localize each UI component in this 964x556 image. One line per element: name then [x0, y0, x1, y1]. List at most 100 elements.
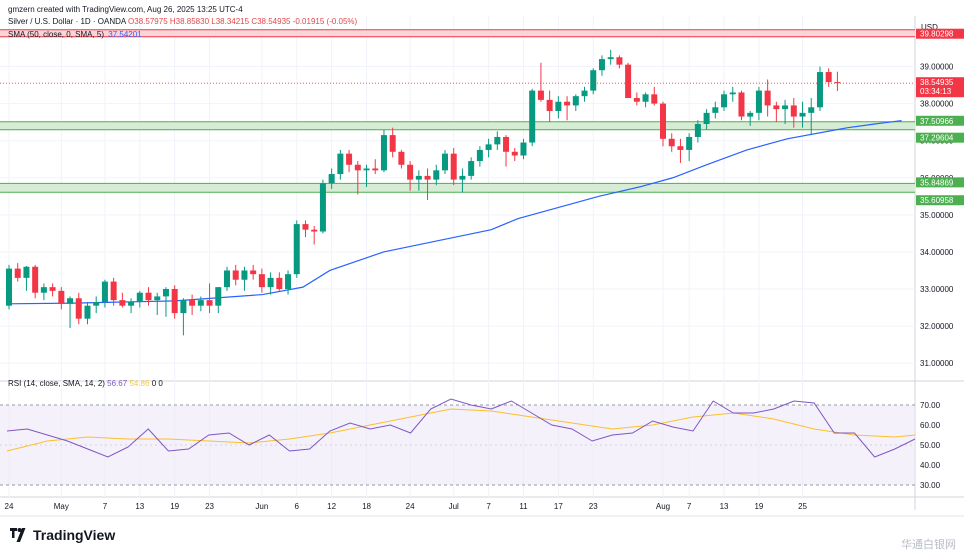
support2-top-label-bg [916, 177, 964, 188]
candle-down [825, 72, 832, 83]
candle-up [703, 112, 710, 124]
candle-up [782, 105, 789, 110]
candle-down [145, 292, 152, 301]
candle-up [136, 292, 143, 302]
time-tick-label: 7 [687, 502, 692, 511]
close-value: C38.54935 [251, 17, 291, 26]
candle-up [721, 94, 728, 108]
candle-down [633, 98, 640, 102]
tradingview-logo[interactable]: TradingView [10, 527, 115, 543]
candle-down [14, 268, 21, 278]
support-zone [0, 183, 915, 193]
time-tick-label: Jul [449, 502, 459, 511]
support2-top-label: 35.84869 [920, 178, 954, 187]
time-tick-label: 11 [519, 502, 528, 511]
candle-up [241, 270, 248, 280]
rsi-pane [0, 398, 916, 486]
candle-down [668, 138, 675, 147]
candle-up [590, 70, 597, 91]
time-tick-label: Jun [255, 502, 268, 511]
candle-up [162, 289, 169, 297]
rsi-legend-value: 56.67 [107, 379, 128, 388]
rsi-tick-label: 30.00 [920, 481, 941, 490]
candle-up [808, 107, 815, 113]
price-tick-label: 31.00000 [920, 359, 954, 368]
candle-up [319, 183, 326, 232]
candle-up [598, 59, 605, 71]
price-tick-label: 35.00000 [920, 211, 954, 220]
candle-down [764, 90, 771, 106]
time-tick-label: Aug [656, 502, 670, 511]
support1-bottom-label-bg [916, 132, 964, 143]
candle-down [564, 101, 571, 106]
candle-up [224, 270, 230, 288]
candle-up [520, 142, 527, 156]
support2-bottom-label: 35.60958 [920, 196, 954, 205]
price-tick-label: 33.00000 [920, 285, 954, 294]
resistance-band [0, 29, 915, 37]
last-price-label: 38.54935 [920, 78, 954, 87]
sma-polyline [6, 120, 902, 305]
candle-up [468, 161, 475, 176]
time-tick-label: 23 [589, 502, 598, 511]
candle-down [616, 57, 623, 65]
time-tick-label: 24 [406, 502, 415, 511]
time-tick-label: 23 [205, 502, 214, 511]
symbol-legend[interactable]: Silver / U.S. Dollar · 1D · OANDA O38.57… [8, 17, 357, 26]
candle-down [206, 300, 213, 306]
candle-down [546, 99, 553, 111]
symbol-name[interactable]: Silver / U.S. Dollar · 1D · OANDA [8, 17, 126, 26]
candle-up [363, 168, 370, 171]
rsi-sma-legend-value: 54.86 [129, 379, 150, 388]
countdown-label: 03:34:13 [920, 87, 952, 96]
candle-down [511, 151, 518, 156]
candle-up [128, 301, 135, 306]
candle-up [816, 72, 823, 108]
sma-legend[interactable]: SMA (50, close, 0, SMA, 5) 37.54201 [8, 30, 142, 39]
time-tick-label: 13 [135, 502, 144, 511]
tradingview-icon [10, 528, 26, 542]
rsi-legend[interactable]: RSI (14, close, SMA, 14, 2) 56.67 54.86 … [8, 379, 163, 388]
rsi-band [0, 405, 915, 485]
candle-up [433, 170, 440, 180]
open-value: O38.57975 [128, 17, 168, 26]
rsi-legend-extra: 0 0 [151, 379, 163, 388]
candle-down [450, 153, 457, 180]
candle-down [276, 277, 283, 289]
price-tick-label: 38.00000 [920, 100, 954, 109]
candle-down [834, 82, 841, 84]
support1-top-label-bg [916, 115, 964, 126]
candle-up [581, 90, 588, 97]
candle-up [154, 296, 161, 301]
candlestick-series [0, 49, 915, 336]
candle-down [537, 90, 544, 100]
candle-up [180, 300, 187, 314]
time-tick-label: 7 [103, 502, 108, 511]
candle-down [625, 64, 632, 99]
candle-down [790, 105, 797, 117]
axes: 31.00000 32.00000 33.00000 34.00000 35.00000… [5, 23, 964, 511]
candle-up [799, 112, 806, 117]
candle-up [293, 224, 300, 275]
candle-up [267, 277, 274, 288]
candle-down [677, 146, 684, 150]
candle-up [572, 96, 579, 106]
candle-up [40, 287, 47, 293]
time-tick-label: 24 [5, 502, 14, 511]
support-zones [0, 29, 915, 193]
time-tick-label: 25 [798, 502, 807, 511]
rsi-line [6, 398, 916, 458]
candle-up [337, 153, 344, 175]
candle-down [258, 274, 265, 288]
candle-up [101, 281, 108, 302]
candle-up [67, 298, 74, 304]
candle-down [32, 266, 39, 293]
sma-line [6, 120, 902, 305]
candle-down [773, 105, 780, 110]
candle-up [476, 149, 483, 162]
candle-down [110, 281, 117, 301]
candle-up [529, 90, 536, 143]
candle-up [729, 92, 736, 95]
candle-down [389, 135, 396, 152]
candle-down [119, 300, 126, 306]
